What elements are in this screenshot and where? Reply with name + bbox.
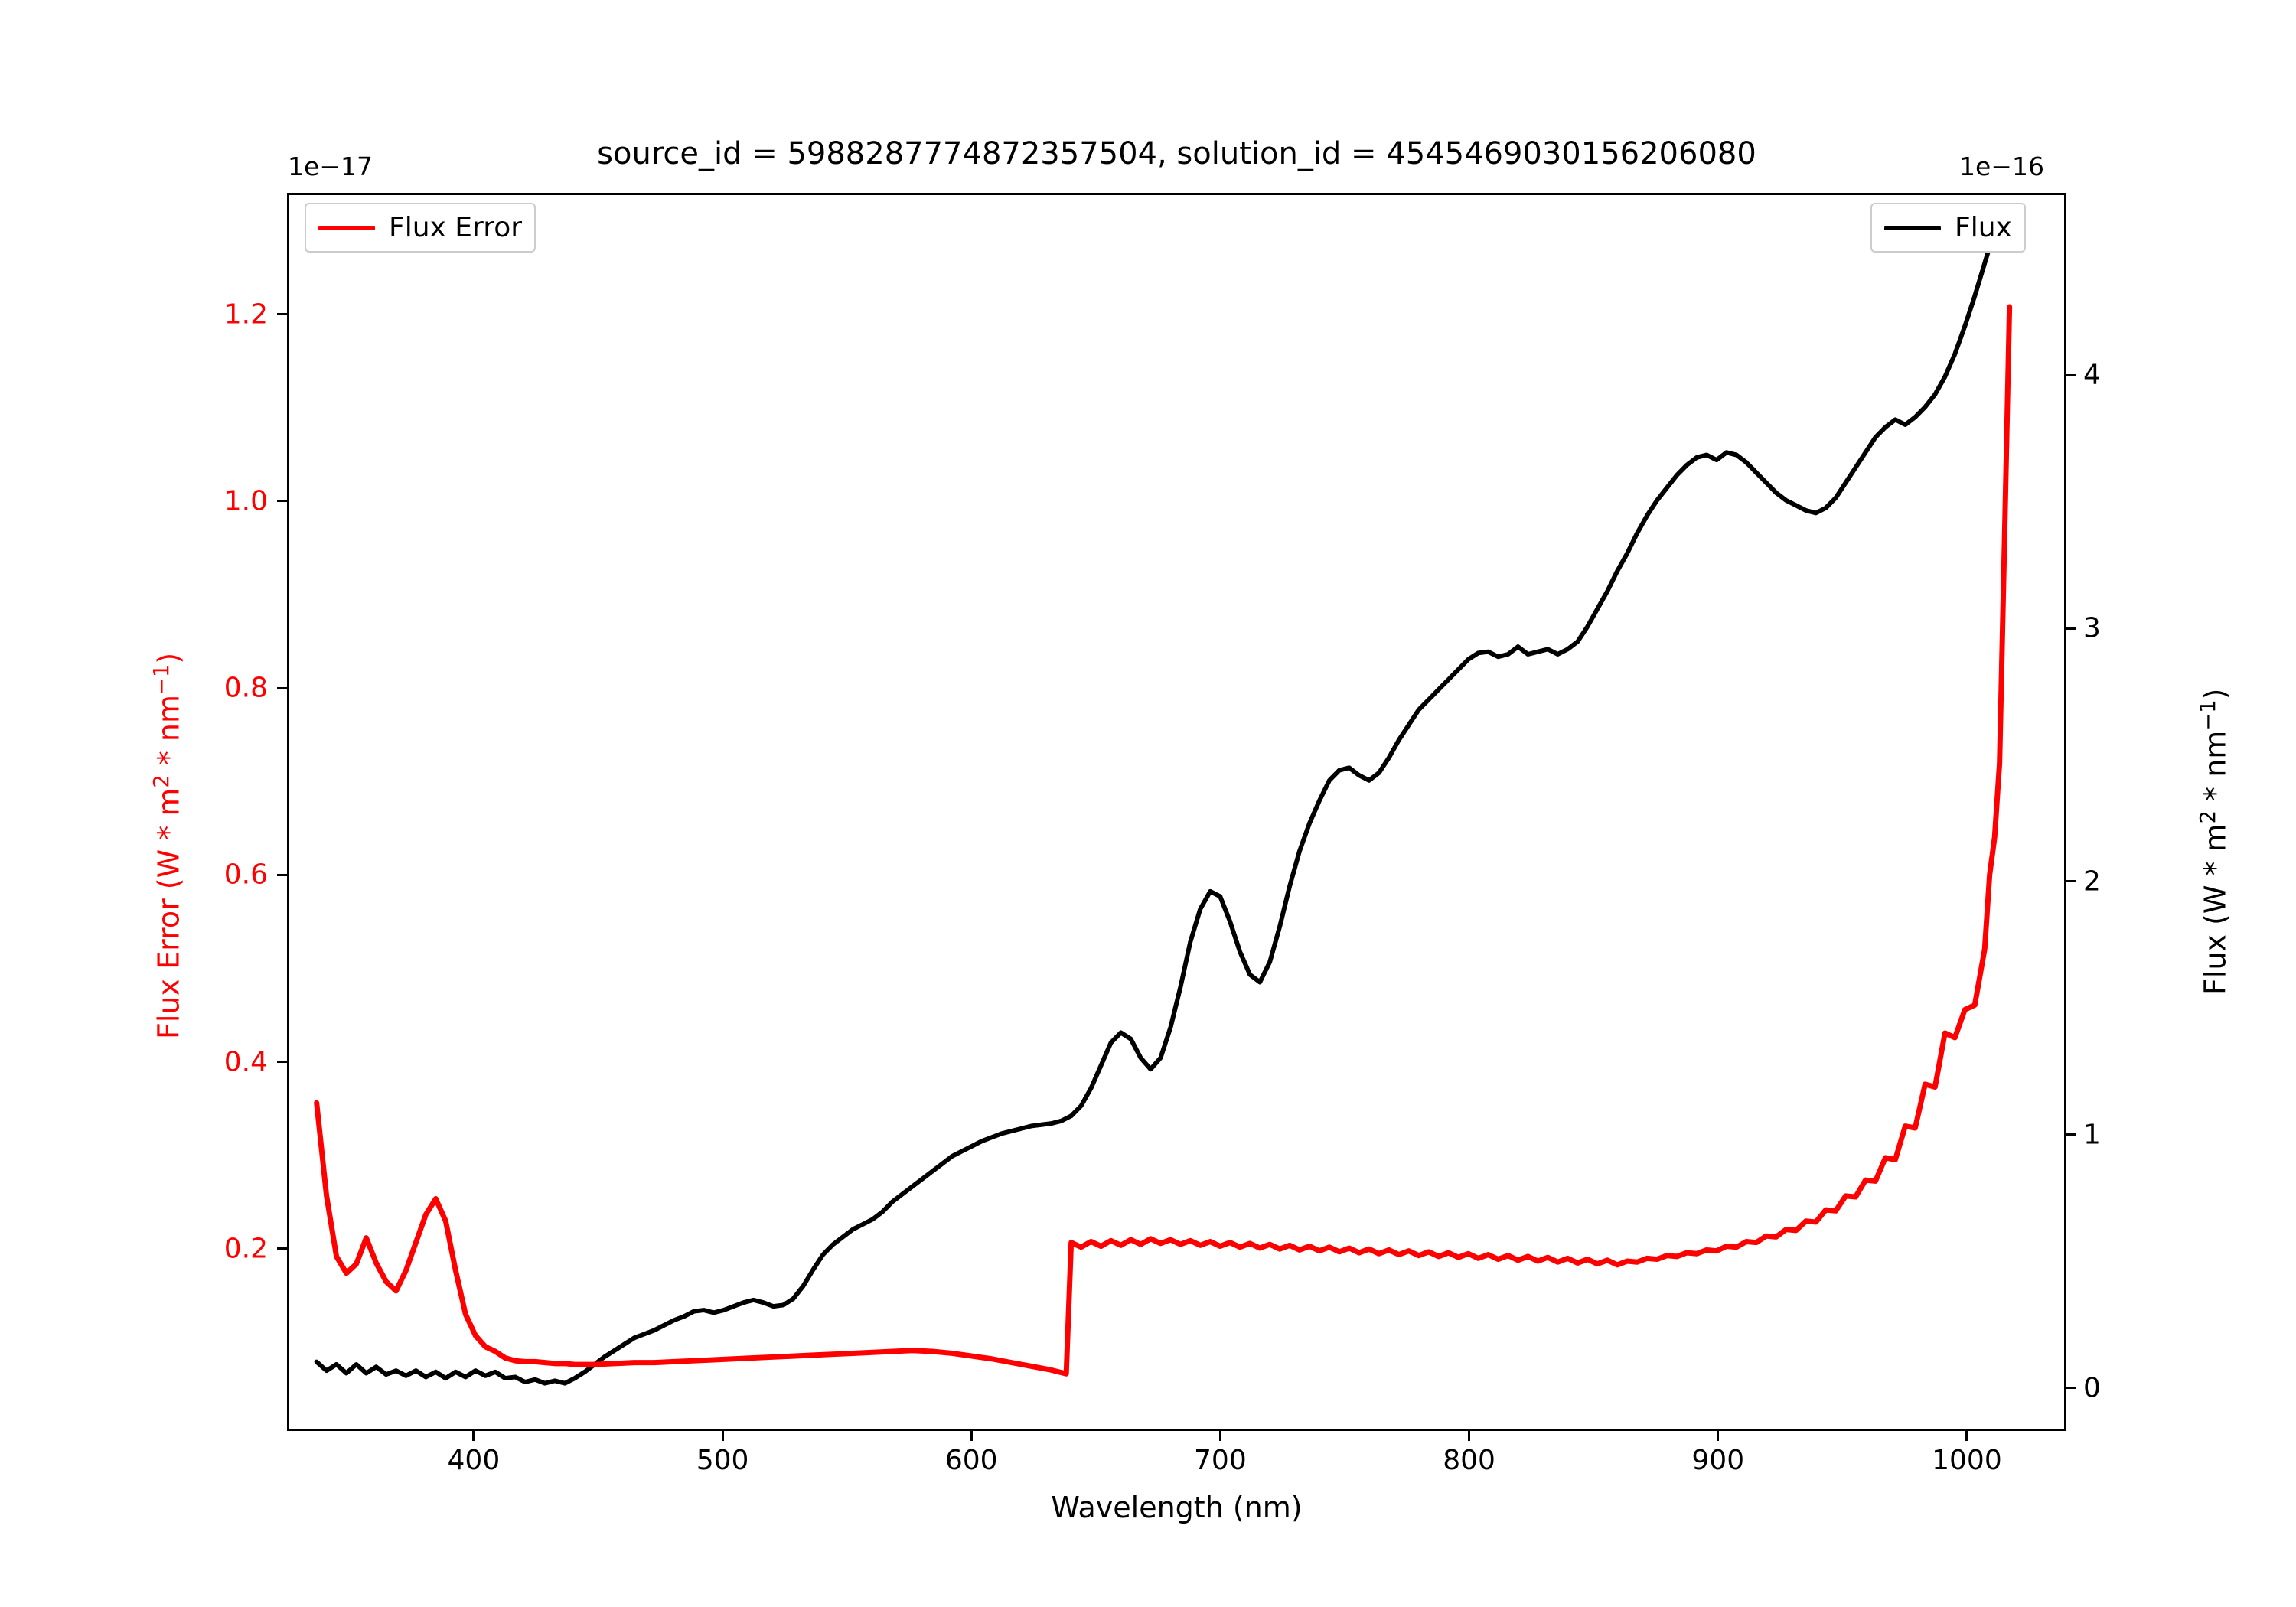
legend-flux[interactable]: Flux: [1870, 203, 2026, 253]
left-y-tick-mark: [277, 686, 287, 689]
x-tick-label: 1000: [1932, 1445, 2002, 1476]
legend-flux-error-swatch: [318, 225, 375, 230]
right-y-tick-mark: [2066, 373, 2076, 376]
left-y-axis-label-mid: * nm: [152, 694, 186, 775]
left-y-tick-mark: [277, 1247, 287, 1250]
x-tick-mark: [1218, 1431, 1221, 1441]
left-axis-offset-text: 1e−17: [288, 152, 373, 181]
right-y-axis-label-part1: Flux (W * m: [2198, 823, 2232, 995]
left-y-tick-label: 1.0: [223, 485, 268, 517]
right-axis-offset-text: 1e−16: [1959, 152, 2044, 181]
x-tick-label: 900: [1691, 1445, 1745, 1476]
x-tick-mark: [970, 1431, 973, 1441]
x-axis-label: Wavelength (nm): [1051, 1491, 1303, 1524]
legend-flux-error[interactable]: Flux Error: [305, 203, 536, 253]
right-y-tick-mark: [2066, 1133, 2076, 1136]
x-tick-mark: [1468, 1431, 1471, 1441]
legend-flux-error-label: Flux Error: [389, 212, 523, 243]
left-y-tick-label: 0.4: [223, 1046, 268, 1078]
x-tick-label: 500: [696, 1445, 749, 1476]
x-tick-label: 600: [944, 1445, 998, 1476]
left-y-axis-label: Flux Error (W * m2 * nm−1): [150, 653, 186, 1039]
right-y-axis-label-mid: * nm: [2198, 730, 2232, 810]
right-y-tick-label: 0: [2083, 1372, 2101, 1404]
right-y-tick-mark: [2066, 880, 2076, 883]
right-y-tick-mark: [2066, 1387, 2076, 1390]
right-y-tick-label: 2: [2083, 865, 2101, 898]
left-y-tick-mark: [277, 500, 287, 503]
right-y-tick-label: 1: [2083, 1119, 2101, 1151]
chart-title: source_id = 5988287774872357504, solutio…: [597, 136, 1756, 171]
plot-axes-frame: [287, 193, 2066, 1431]
legend-flux-label: Flux: [1955, 212, 2012, 243]
left-y-axis-label-end: ): [152, 652, 186, 664]
x-tick-mark: [721, 1431, 724, 1441]
x-tick-label: 400: [447, 1445, 501, 1476]
right-y-tick-label: 3: [2083, 612, 2101, 644]
left-y-tick-label: 0.6: [223, 859, 268, 891]
left-y-axis-label-part1: Flux Error (W * m: [152, 787, 186, 1039]
right-y-tick-label: 4: [2083, 359, 2101, 391]
spectrum-plot: [314, 203, 2013, 1386]
right-y-axis-label: Flux (W * m2 * nm−1): [2197, 689, 2232, 996]
left-y-tick-mark: [277, 873, 287, 876]
flux-error-line: [314, 304, 2013, 1377]
left-y-axis-label-sup2: −1: [150, 663, 174, 695]
right-y-tick-mark: [2066, 627, 2076, 630]
x-tick-label: 800: [1443, 1445, 1495, 1476]
x-tick-mark: [1717, 1431, 1720, 1441]
left-y-axis-label-sup1: 2: [150, 774, 174, 788]
right-y-axis-label-end: ): [2198, 688, 2232, 700]
left-y-tick-label: 1.2: [223, 298, 268, 331]
x-tick-mark: [472, 1431, 475, 1441]
legend-flux-swatch: [1884, 225, 1941, 230]
right-y-axis-label-sup2: −1: [2197, 699, 2220, 731]
flux-line: [314, 203, 2007, 1386]
left-y-tick-label: 0.8: [223, 672, 268, 704]
left-y-tick-mark: [277, 1061, 287, 1064]
left-y-tick-label: 0.2: [223, 1233, 268, 1265]
x-tick-label: 700: [1194, 1445, 1247, 1476]
right-y-axis-label-sup1: 2: [2197, 810, 2220, 824]
x-tick-mark: [1965, 1431, 1968, 1441]
left-y-tick-mark: [277, 313, 287, 316]
